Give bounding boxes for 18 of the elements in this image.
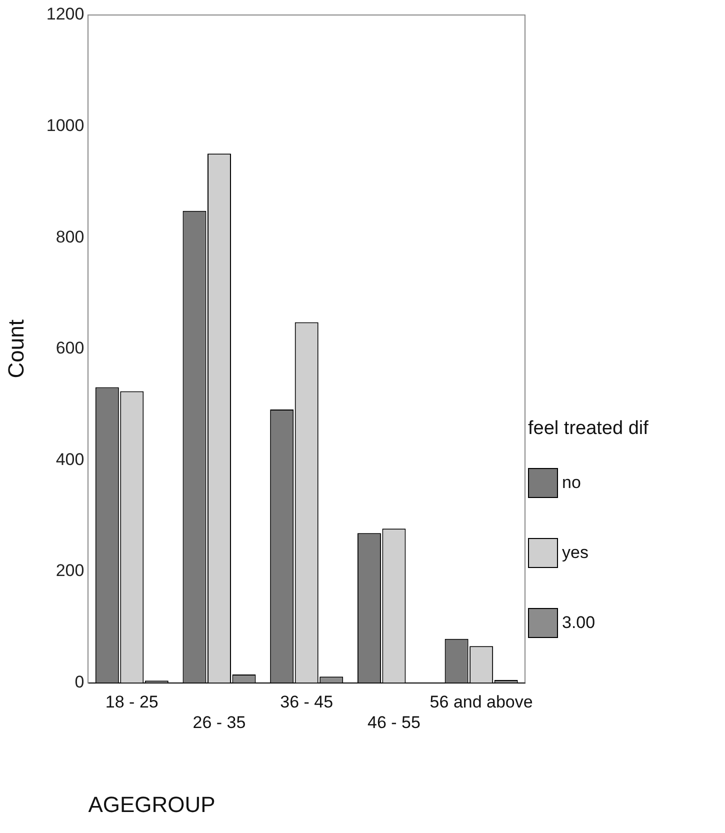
legend-title: feel treated dif	[528, 418, 648, 440]
x-tick-label: 26 - 35	[192, 713, 246, 732]
y-tick-label: 600	[56, 338, 84, 358]
x-tick-label: 56 and above	[430, 692, 533, 712]
y-tick-label: 1000	[46, 116, 84, 135]
x-tick-label: 18 - 25	[105, 692, 158, 712]
x-axis-title: AGEGROUP	[88, 792, 216, 817]
y-tick-label: 0	[74, 672, 84, 692]
y-tick-label: 800	[56, 227, 84, 246]
y-tick-label: 200	[56, 561, 84, 580]
legend-label: yes	[562, 543, 588, 563]
y-axis-title: Count	[3, 320, 28, 378]
y-tick-label: 400	[56, 450, 84, 469]
legend-label: 3.00	[562, 613, 596, 633]
x-tick-label: 36 - 45	[280, 692, 334, 712]
y-tick-label: 1200	[46, 4, 84, 24]
x-tick-label: 46 - 55	[367, 713, 420, 732]
legend-label: no	[562, 473, 581, 493]
